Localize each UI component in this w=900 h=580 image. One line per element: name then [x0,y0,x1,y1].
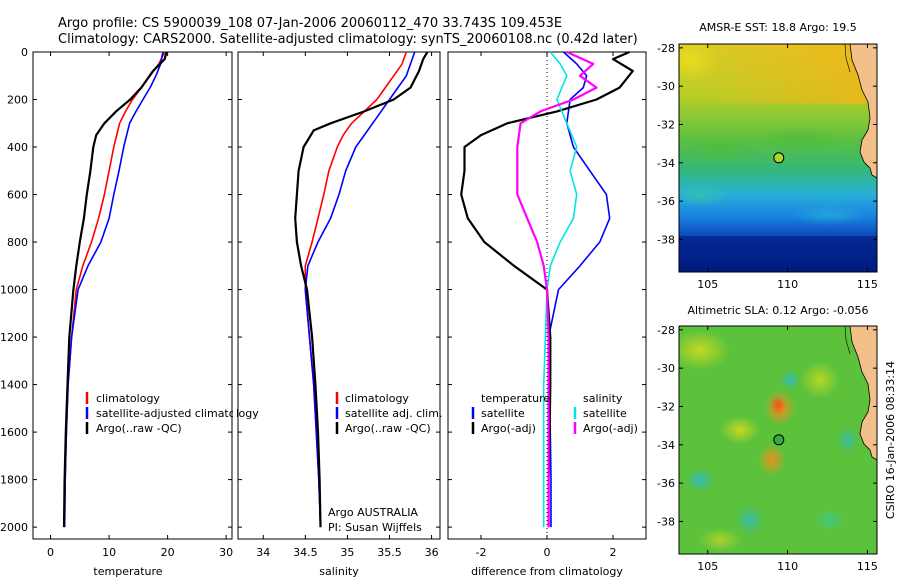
y-tick-label: -32 [657,400,675,413]
legend-argo-label: Argo(..raw -QC) [345,422,431,435]
x-tick-label: 110 [777,560,798,573]
temperature-panel: 0 200 400 600 800 1000 1200 1400 1600 1800 2000 0 1… [0,46,259,578]
temperature-xlabel: temperature [93,565,162,578]
x-tick-label: 36 [425,546,439,559]
series-line-argo-raw-qc- [294,51,429,528]
side-timestamp-label: CSIRO 16-Jan-2006 08:33:14 [884,361,897,519]
difference-legend: temperature satellite Argo(-adj) salinit… [471,392,638,435]
legend-sal-satellite-label: satellite [583,407,627,420]
x-tick-label: 0 [544,546,551,559]
sla-map-frame [678,325,878,555]
x-tick-label: 35 [340,546,354,559]
legend-climatology-label: climatology [96,392,160,405]
y-tick-label: 2000 [0,521,28,534]
x-tick-label: 105 [697,278,718,291]
series-line-argo-raw-qc- [62,51,168,528]
y-tick-label: 1200 [0,331,28,344]
argo-country-annotation: Argo AUSTRALIA [328,506,418,519]
sst-map-title: AMSR-E SST: 18.8 Argo: 19.5 [699,21,857,34]
y-tick-label: 600 [7,189,28,202]
sst-map-panel: AMSR-E SST: 18.8 Argo: 19.5 -28 -30 -32 -34… [657,21,878,291]
y-tick-label: -30 [657,80,675,93]
x-tick-label: 35.5 [377,546,402,559]
series-line-salinity-argo-adj- [516,50,598,528]
difference-panel: -2 0 2 difference from climatology tempera… [447,50,647,578]
temperature-legend: climatology satellite-adjusted climatolo… [85,392,259,435]
y-tick-label: -32 [657,118,675,131]
x-tick-label: 115 [857,278,878,291]
y-tick-label: 0 [21,46,28,59]
y-tick-label: -28 [657,42,675,55]
series-line-climatology [304,51,408,528]
y-tick-label: 1400 [0,379,28,392]
temperature-axes-box [32,51,233,540]
argo-float-marker [773,434,785,446]
x-tick-label: 105 [697,560,718,573]
sla-map-title: Altimetric SLA: 0.12 Argo: -0.056 [688,304,869,317]
sst-heatmap [679,44,877,272]
x-tick-label: 10 [102,546,116,559]
series-line-salinity-satellite [542,51,578,528]
legend-temp-argo-label: Argo(-adj) [481,422,536,435]
x-tick-label: 0 [47,546,54,559]
coastline [849,44,877,179]
x-tick-label: -2 [476,546,487,559]
x-tick-label: 115 [857,560,878,573]
argo-pi-annotation: PI: Susan Wijffels [328,521,422,534]
legend-temp-satellite-label: satellite [481,407,525,420]
y-tick-label: -38 [657,515,675,528]
difference-xlabel: difference from climatology [471,565,623,578]
legend-sal-argo-label: Argo(-adj) [583,422,638,435]
y-tick-label: -36 [657,195,675,208]
series-line-temperature-argo-adj- [460,50,634,528]
x-tick-label: 2 [610,546,617,559]
sla-map-panel: Altimetric SLA: 0.12 Argo: -0.056 -28 -30… [657,304,878,573]
legend-salinity-header: salinity [583,392,623,405]
series-line-satellite-adj-clim- [304,51,416,528]
legend-argo-label: Argo(..raw -QC) [96,422,182,435]
salinity-xlabel: salinity [319,565,359,578]
figure-title-line2: Climatology: CARS2000. Satellite-adjuste… [58,32,638,47]
y-tick-label: 800 [7,236,28,249]
legend-satellite-label: satellite adj. clim. [345,407,442,420]
salinity-axes-box [237,51,441,540]
y-tick-label: 1600 [0,426,28,439]
y-tick-label: 400 [7,141,28,154]
argo-float-marker [773,152,785,164]
legend-satellite-label: satellite-adjusted climatology [96,407,259,420]
x-tick-label: 110 [777,278,798,291]
y-tick-label: 1800 [0,474,28,487]
series-line-temperature-satellite [547,51,611,528]
y-tick-label: -38 [657,233,675,246]
salinity-legend: climatology satellite adj. clim. Argo(..… [335,392,442,435]
y-tick-label: -36 [657,477,675,490]
figure-title-line1: Argo profile: CS 5900039_108 07-Jan-2006… [58,16,562,31]
salinity-panel: 34 34.5 35 35.5 36 salinity climatology sate… [237,51,442,578]
coastline [849,326,877,461]
y-tick-label: -28 [657,324,675,337]
y-tick-label: -30 [657,362,675,375]
x-tick-label: 20 [161,546,175,559]
y-tick-label: -34 [657,439,675,452]
x-tick-label: 30 [219,546,233,559]
x-tick-label: 34 [256,546,270,559]
y-tick-label: 200 [7,94,28,107]
x-tick-label: 34.5 [293,546,318,559]
y-tick-label: 1000 [0,284,28,297]
y-tick-label: -34 [657,157,675,170]
sst-map-frame [678,43,878,273]
legend-climatology-label: climatology [345,392,409,405]
legend-temperature-header: temperature [481,392,550,405]
